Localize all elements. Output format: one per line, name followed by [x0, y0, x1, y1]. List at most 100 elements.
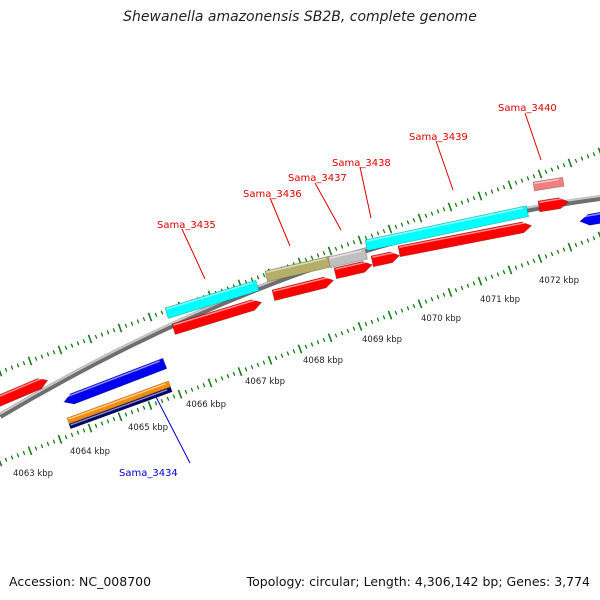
feature-sama-3435-cyan-shape [164, 279, 260, 320]
upper-tick-52 [310, 255, 314, 260]
lower-tick-55 [327, 333, 333, 343]
upper-tick-94 [562, 163, 566, 168]
scale-label-4065: 4065 kbp [128, 423, 168, 433]
upper-tick-1 [4, 367, 8, 372]
lower-tick-60 [357, 321, 363, 331]
lower-tick-48 [286, 351, 290, 356]
lower-tick-89 [532, 258, 536, 263]
gene-label-sama-3437[interactable]: Sama_3437 [288, 173, 347, 184]
upper-tick-66 [394, 224, 398, 229]
upper-tick-9 [52, 350, 56, 355]
lower-tick-28 [166, 396, 170, 401]
scale-label-4067: 4067 kbp [245, 377, 285, 387]
lower-tick-83 [496, 272, 500, 277]
gene-label-sama-3440[interactable]: Sama_3440 [498, 103, 557, 114]
upper-tick-88 [526, 176, 530, 181]
feature-sama-3440-red-shine [539, 197, 565, 204]
lower-tick-27 [160, 398, 164, 404]
lower-tick-100 [597, 231, 600, 239]
upper-tick-93 [556, 165, 560, 170]
lower-tick-79 [472, 281, 476, 286]
lower-tick-1 [4, 457, 8, 462]
upper-tick-43 [256, 275, 260, 280]
lower-tick-75 [447, 288, 453, 297]
upper-tick-10 [57, 345, 63, 355]
upper-tick-92 [550, 167, 554, 172]
scale-label-4068: 4068 kbp [303, 356, 343, 366]
lower-tick-56 [334, 333, 338, 338]
upper-tick-58 [346, 242, 350, 247]
upper-tick-72 [430, 211, 434, 216]
lower-tick-34 [202, 383, 206, 388]
feature-sama-3438-red-shine [372, 251, 395, 258]
upper-tick-44 [262, 273, 266, 278]
upper-tick-62 [370, 233, 374, 238]
lower-tick-29 [172, 394, 176, 399]
feature-sama-3434-orange-shine [68, 383, 166, 420]
gene-label-sama-3434[interactable]: Sama_3434 [119, 468, 178, 479]
gene-label-sama-3436[interactable]: Sama_3436 [243, 189, 302, 200]
upper-tick-6 [34, 356, 38, 361]
lower-tick-88 [526, 261, 530, 266]
scale-label-4070: 4070 kbp [421, 314, 461, 324]
feature-sama-3438-red-shape [370, 251, 401, 268]
lower-tick-14 [82, 428, 86, 433]
feature-sama-3440-pink [532, 176, 565, 192]
gene-label-sama-3435[interactable]: Sama_3435 [157, 220, 216, 231]
feature-sama-3439-cyan-shape [364, 205, 530, 252]
lower-tick-18 [106, 419, 110, 424]
lower-tick-46 [274, 355, 278, 361]
feature-sama-3440-pink-shape [532, 176, 565, 192]
accession-text: Accession: NC_008700 [9, 574, 152, 589]
upper-tick-67 [400, 222, 404, 227]
upper-tick-91 [544, 169, 548, 174]
upper-tick-42 [250, 277, 254, 282]
lower-tick-80 [477, 276, 483, 286]
lower-tick-2 [10, 455, 14, 460]
lower-tick-54 [322, 337, 326, 343]
lower-tick-43 [256, 362, 260, 367]
upper-tick-98 [586, 154, 590, 159]
upper-tick-80 [477, 191, 483, 201]
upper-tick-12 [70, 343, 74, 348]
upper-tick-17 [100, 332, 104, 337]
upper-tick-26 [154, 312, 158, 317]
lower-tick-11 [64, 435, 68, 440]
genome-title: Shewanella amazonensis SB2B, complete ge… [123, 9, 477, 25]
feature-sama-3434-navy [68, 386, 173, 430]
lower-tick-38 [226, 374, 230, 379]
lower-tick-10 [57, 434, 63, 444]
lower-tick-65 [387, 310, 393, 320]
upper-tick-7 [40, 354, 44, 359]
lower-tick-98 [586, 238, 590, 243]
upper-tick-4 [22, 361, 26, 366]
upper-tick-70 [417, 213, 423, 223]
feature-sama-3439-cyan-shine [366, 207, 523, 242]
feature-sama-3435-cyan-shine [166, 282, 253, 310]
lower-tick-68 [406, 306, 410, 311]
upper-tick-84 [502, 185, 506, 190]
scale-label-4063: 4063 kbp [13, 469, 53, 479]
upper-tick-99 [592, 152, 596, 157]
lower-tick-50 [297, 344, 303, 354]
lower-tick-97 [580, 240, 584, 245]
feature-sama-3436-red [271, 276, 335, 302]
gene-label-sama-3438[interactable]: Sama_3438 [332, 158, 391, 169]
lower-tick-5 [27, 446, 33, 456]
genome-summary-text: Topology: circular; Length: 4,306,142 bp… [246, 574, 590, 589]
lower-tick-17 [100, 421, 104, 426]
feature-left-red-shape [0, 378, 49, 408]
gene-label-sama-3439[interactable]: Sama_3439 [409, 132, 468, 143]
leader-sama-3439 [435, 140, 454, 191]
lower-tick-25 [147, 401, 153, 410]
lower-tick-30 [177, 389, 183, 399]
feature-sama-3435-red-shape [171, 299, 263, 336]
lower-tick-87 [520, 263, 524, 268]
lower-tick-4 [22, 450, 26, 456]
feature-sama-3437-red-shape [333, 261, 374, 280]
lower-tick-31 [184, 389, 188, 395]
upper-tick-15 [87, 334, 93, 344]
upper-tick-69 [412, 218, 416, 223]
feature-sama-3437-grey-shine [329, 250, 362, 259]
lower-tick-76 [454, 288, 458, 293]
